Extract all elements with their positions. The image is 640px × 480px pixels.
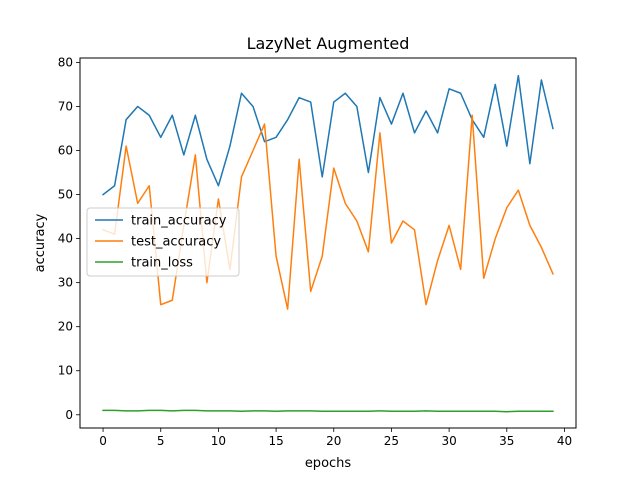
y-tick-label: 70: [58, 99, 73, 113]
x-tick-label: 40: [557, 434, 572, 448]
series-line-train-accuracy: [102, 74, 554, 196]
plot-frame: [79, 57, 577, 429]
x-tick-label: 30: [441, 434, 456, 448]
y-axis-ticks: 0 10 20 30 40 50 60 70 80: [58, 55, 80, 422]
x-tick-label: 15: [268, 434, 283, 448]
y-axis-label: accuracy: [33, 213, 48, 272]
y-tick-label: 80: [58, 55, 73, 69]
y-tick-label: 60: [58, 144, 73, 158]
y-tick-label: 30: [58, 276, 73, 290]
y-tick-label: 20: [58, 320, 73, 334]
x-tick-label: 10: [211, 434, 226, 448]
x-tick-label: 25: [384, 434, 399, 448]
y-tick-label: 50: [58, 188, 73, 202]
x-tick-label: 0: [99, 434, 107, 448]
legend-box: [86, 207, 240, 277]
x-tick-label: 20: [326, 434, 341, 448]
legend-label: train_accuracy: [131, 214, 227, 229]
legend-label: train_loss: [131, 256, 193, 271]
x-tick-label: 35: [499, 434, 514, 448]
x-tick-label: 5: [157, 434, 165, 448]
legend-label: test_accuracy: [131, 235, 221, 250]
y-tick-label: 10: [58, 364, 73, 378]
x-axis-label: epochs: [305, 456, 352, 471]
legend: train_accuracy test_accuracy train_loss: [86, 207, 240, 277]
chart-title: LazyNet Augmented: [247, 34, 410, 53]
y-tick-label: 0: [65, 408, 73, 422]
y-tick-label: 40: [58, 232, 73, 246]
x-axis-ticks: 0 5 10 15 20 25 30 35 40: [99, 428, 572, 448]
series-line-train-loss: [102, 409, 554, 413]
